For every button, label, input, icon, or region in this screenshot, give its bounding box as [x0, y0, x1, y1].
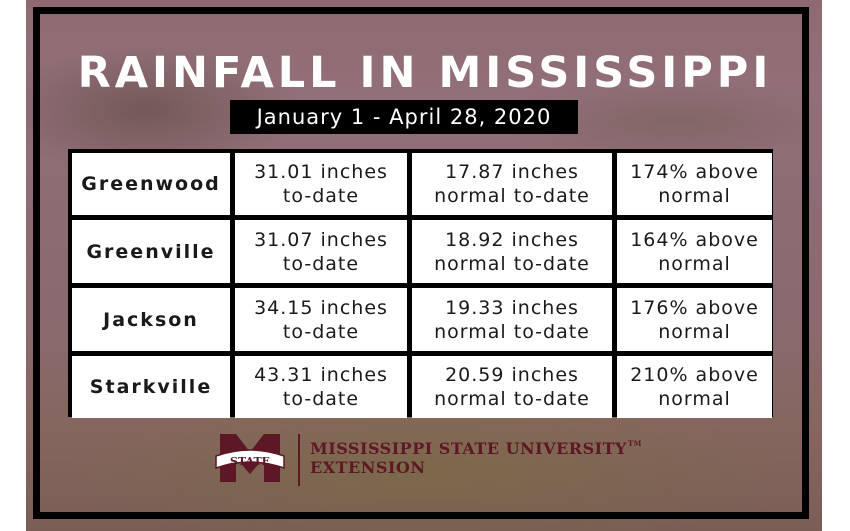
- pct-line1: 174% above: [630, 161, 759, 183]
- city-cell: Greenville: [72, 220, 230, 283]
- trademark-mark: TM: [627, 439, 642, 448]
- pct-line1: 210% above: [630, 364, 759, 386]
- normal-line2: normal to-date: [434, 252, 590, 275]
- normal-line1: 19.33 inches: [445, 296, 579, 319]
- pct-line2: normal: [658, 388, 731, 410]
- total-cell: 34.15 inches to-date: [235, 288, 407, 351]
- percent-cell: 176% above normal: [617, 288, 772, 351]
- msu-extension-logo: STATE MISSISSIPPI STATE UNIVERSITYTM EXT…: [214, 430, 641, 490]
- total-line2: to-date: [282, 252, 360, 275]
- normal-cell: 17.87 inches normal to-date: [412, 153, 612, 215]
- logo-university-name: MISSISSIPPI STATE UNIVERSITYTM: [310, 439, 642, 458]
- total-line1: 31.01 inches: [254, 161, 388, 183]
- city-cell: Greenwood: [72, 153, 230, 215]
- pct-line1: 164% above: [630, 228, 759, 251]
- rainfall-table: Greenwood 31.01 inches to-date 17.87 inch…: [68, 149, 773, 418]
- total-line2: to-date: [282, 388, 360, 410]
- normal-line2: normal to-date: [434, 185, 590, 207]
- total-line2: to-date: [282, 185, 360, 207]
- normal-line2: normal to-date: [434, 320, 590, 343]
- pct-line1: 176% above: [630, 296, 759, 319]
- city-cell: Starkville: [72, 356, 230, 418]
- logo-line1: MISSISSIPPI STATE UNIVERSITY: [310, 439, 627, 458]
- normal-line1: 17.87 inches: [445, 161, 579, 183]
- percent-cell: 210% above normal: [617, 356, 772, 418]
- black-frame: [33, 7, 809, 519]
- logo-mark-text: STATE: [230, 455, 270, 468]
- total-line1: 31.07 inches: [254, 228, 388, 251]
- total-line1: 34.15 inches: [254, 296, 388, 319]
- percent-cell: 164% above normal: [617, 220, 772, 283]
- normal-cell: 19.33 inches normal to-date: [412, 288, 612, 351]
- total-cell: 43.31 inches to-date: [235, 356, 407, 418]
- city-cell: Jackson: [72, 288, 230, 351]
- normal-cell: 20.59 inches normal to-date: [412, 356, 612, 418]
- total-line2: to-date: [282, 320, 360, 343]
- pct-line2: normal: [658, 320, 731, 343]
- date-range-banner: January 1 - April 28, 2020: [230, 100, 578, 134]
- normal-cell: 18.92 inches normal to-date: [412, 220, 612, 283]
- percent-cell: 174% above normal: [617, 153, 772, 215]
- logo-divider: [298, 434, 300, 486]
- pct-line2: normal: [658, 252, 731, 275]
- total-line1: 43.31 inches: [254, 364, 388, 386]
- total-cell: 31.07 inches to-date: [235, 220, 407, 283]
- normal-line1: 20.59 inches: [445, 364, 579, 386]
- normal-line2: normal to-date: [434, 388, 590, 410]
- pct-line2: normal: [658, 185, 731, 207]
- logo-extension: EXTENSION: [310, 458, 426, 477]
- page-title: RAINFALL IN MISSISSIPPI: [77, 48, 773, 98]
- normal-line1: 18.92 inches: [445, 228, 579, 251]
- msu-m-state-icon: STATE: [215, 434, 285, 482]
- total-cell: 31.01 inches to-date: [235, 153, 407, 215]
